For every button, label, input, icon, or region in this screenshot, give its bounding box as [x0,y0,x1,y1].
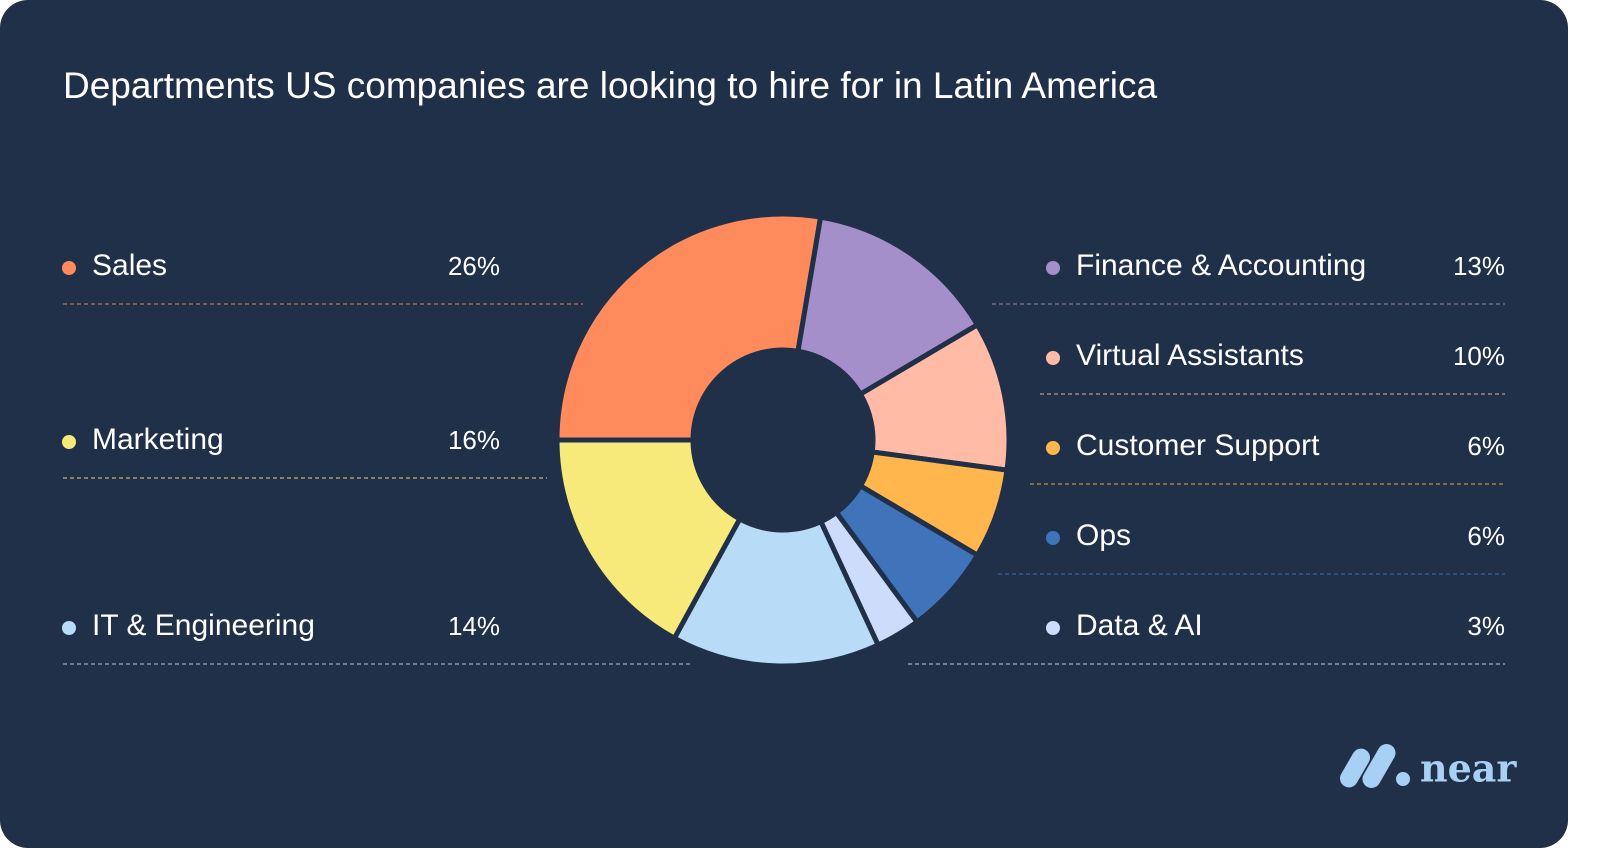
logo-dot [1396,772,1410,786]
legend-dot [62,435,76,449]
legend-label: Sales [92,249,167,282]
logo-text: near [1420,746,1517,791]
legend-value: 6% [1467,431,1505,461]
legend-label: Ops [1076,519,1131,552]
legend-value: 6% [1467,521,1505,551]
logo-bar [1362,744,1396,788]
logo: near [1340,744,1517,791]
card [0,0,1568,848]
legend-value: 14% [448,611,500,641]
legend-label: Marketing [92,423,224,456]
slice [554,437,743,641]
slice [671,516,881,669]
legend-label: IT & Engineering [92,609,315,642]
logo-bar [1340,748,1370,788]
legend-dot [1046,441,1060,455]
slice [857,322,1012,473]
legend-label: Data & AI [1076,609,1203,642]
chart-title: Departments US companies are looking to … [63,65,1158,106]
legend-label: Virtual Assistants [1076,339,1304,372]
legend-value: 3% [1467,611,1505,641]
legend-dot [62,621,76,635]
legend-value: 26% [448,251,500,281]
legend-value: 16% [448,425,500,455]
legend-dot [1046,351,1060,365]
legend-dot [1046,261,1060,275]
legend-dot [1046,531,1060,545]
legend-value: 10% [1453,341,1505,371]
legend-dot [1046,621,1060,635]
legend-value: 13% [1453,251,1505,281]
legend-dot [62,261,76,275]
legend-label: Customer Support [1076,429,1320,462]
slice [554,211,824,443]
legend-label: Finance & Accounting [1076,249,1366,282]
